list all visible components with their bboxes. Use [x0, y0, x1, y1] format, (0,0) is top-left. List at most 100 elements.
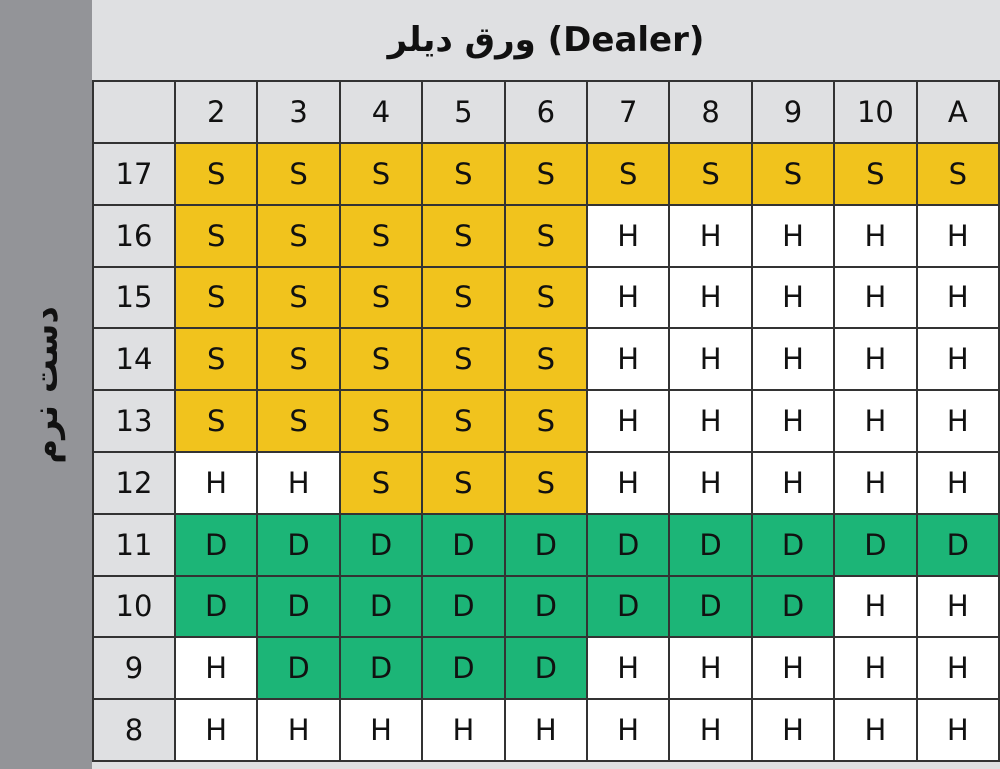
action-cell: D	[423, 576, 506, 639]
action-cell: D	[670, 514, 753, 577]
player-hand-header: 10	[94, 576, 176, 639]
action-cell: D	[505, 514, 588, 577]
action-cell: D	[588, 514, 671, 577]
action-cell: H	[835, 329, 918, 392]
action-cell: D	[670, 576, 753, 639]
action-cell: H	[835, 576, 918, 639]
action-cell: H	[917, 452, 1000, 515]
action-cell: D	[505, 638, 588, 701]
action-cell: H	[670, 267, 753, 330]
action-cell: S	[340, 329, 424, 392]
action-cell: H	[423, 700, 506, 762]
action-cell: H	[917, 205, 1000, 268]
action-cell: H	[670, 329, 753, 392]
action-cell: H	[670, 391, 753, 453]
player-hand-header: 13	[94, 391, 176, 453]
action-cell: S	[340, 267, 424, 330]
action-cell: D	[752, 576, 836, 639]
dealer-card-header: A	[917, 82, 1000, 144]
action-cell: S	[176, 329, 259, 392]
action-cell: H	[835, 391, 918, 453]
action-cell: H	[752, 329, 836, 392]
action-cell: D	[752, 514, 836, 577]
action-cell: S	[917, 144, 1000, 206]
action-cell: H	[588, 638, 671, 701]
action-cell: S	[340, 205, 424, 268]
player-hand-header: 17	[94, 144, 176, 206]
action-cell: H	[588, 267, 671, 330]
player-hand-header: 16	[94, 205, 176, 268]
action-cell: S	[505, 267, 588, 330]
action-cell: H	[670, 638, 753, 701]
strategy-table: 2 3 4 5 6 7 8 9 10 A 17 S S S S S S S S S S 16 S S S S S H H H H H 15 S S S…	[92, 80, 1000, 762]
action-cell: S	[258, 391, 341, 453]
player-hand-header: 12	[94, 452, 176, 515]
dealer-card-header: 6	[505, 82, 588, 144]
action-cell: S	[176, 205, 259, 268]
action-cell: H	[505, 700, 588, 762]
action-cell: S	[340, 452, 424, 515]
dealer-card-header: 10	[835, 82, 918, 144]
action-cell: H	[917, 576, 1000, 639]
action-cell: H	[588, 452, 671, 515]
action-cell: S	[505, 144, 588, 206]
action-cell: S	[340, 144, 424, 206]
action-cell: S	[588, 144, 671, 206]
action-cell: S	[176, 267, 259, 330]
action-cell: H	[917, 391, 1000, 453]
action-cell: S	[752, 144, 836, 206]
action-cell: S	[505, 329, 588, 392]
action-cell: D	[835, 514, 918, 577]
player-hand-header: 14	[94, 329, 176, 392]
action-cell: S	[258, 144, 341, 206]
action-cell: S	[258, 329, 341, 392]
action-cell: H	[588, 329, 671, 392]
action-cell: H	[835, 267, 918, 330]
action-cell: S	[423, 329, 506, 392]
action-cell: H	[917, 267, 1000, 330]
action-cell: H	[917, 329, 1000, 392]
dealer-card-title: ورق دیلر (Dealer)	[387, 20, 705, 60]
action-cell: S	[670, 144, 753, 206]
action-cell: H	[176, 700, 259, 762]
action-cell: S	[176, 144, 259, 206]
action-cell: H	[835, 452, 918, 515]
action-cell: H	[835, 700, 918, 762]
action-cell: D	[505, 576, 588, 639]
action-cell: H	[752, 391, 836, 453]
dealer-card-header: 4	[340, 82, 424, 144]
action-cell: S	[505, 205, 588, 268]
player-hand-label: دست نرم	[26, 306, 66, 464]
action-cell: H	[752, 267, 836, 330]
action-cell: D	[340, 514, 424, 577]
dealer-card-header: 9	[752, 82, 836, 144]
dealer-card-header: 2	[176, 82, 259, 144]
action-cell: H	[670, 205, 753, 268]
action-cell: H	[835, 638, 918, 701]
action-cell: D	[340, 638, 424, 701]
action-cell: H	[588, 391, 671, 453]
action-cell: D	[258, 638, 341, 701]
action-cell: H	[835, 205, 918, 268]
action-cell: D	[423, 638, 506, 701]
action-cell: H	[588, 205, 671, 268]
action-cell: H	[917, 638, 1000, 701]
action-cell: H	[340, 700, 424, 762]
action-cell: D	[258, 514, 341, 577]
dealer-card-header: 8	[670, 82, 753, 144]
player-hand-header: 9	[94, 638, 176, 701]
action-cell: D	[176, 514, 259, 577]
action-cell: S	[505, 391, 588, 453]
action-cell: H	[752, 700, 836, 762]
player-hand-header: 15	[94, 267, 176, 330]
action-cell: H	[752, 452, 836, 515]
action-cell: H	[917, 700, 1000, 762]
action-cell: S	[258, 267, 341, 330]
action-cell: H	[176, 452, 259, 515]
side-band: دست نرم	[0, 0, 92, 769]
action-cell: S	[176, 391, 259, 453]
action-cell: H	[670, 700, 753, 762]
action-cell: H	[752, 205, 836, 268]
action-cell: S	[423, 391, 506, 453]
dealer-card-header: 5	[423, 82, 506, 144]
